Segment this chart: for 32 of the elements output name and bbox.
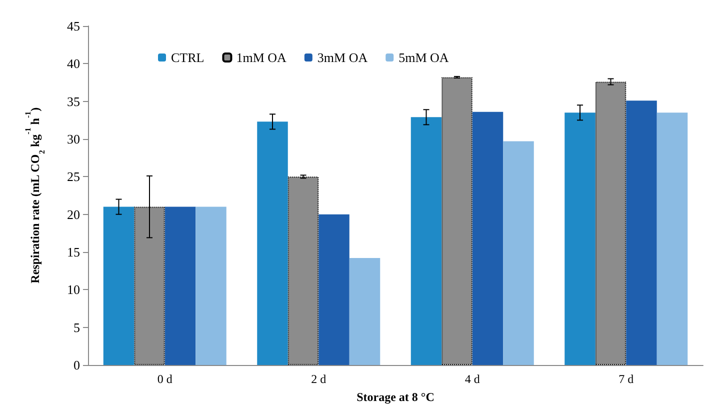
bar <box>503 141 534 365</box>
y-tick-label: 0 <box>74 358 80 372</box>
bar <box>164 206 196 365</box>
bar <box>564 112 596 365</box>
bar <box>196 206 226 365</box>
y-tick-label: 40 <box>67 56 80 72</box>
bar <box>103 206 134 365</box>
y-tick-label: 10 <box>67 282 80 298</box>
y-tick-label: 30 <box>67 132 80 146</box>
y-axis-title: Respiration rate (mL CO2 kg-1 h-1) <box>24 107 46 284</box>
bar <box>349 258 380 365</box>
bar <box>410 117 442 365</box>
y-tick-label: 35 <box>67 94 80 109</box>
x-tick-label: 4 d <box>464 372 480 386</box>
y-tick-label: 20 <box>67 206 80 222</box>
y-tick-label: 5 <box>74 320 80 335</box>
legend-label: CTRL <box>171 50 204 65</box>
legend-label: 3mM OA <box>317 50 368 65</box>
bar <box>656 112 688 365</box>
bar <box>257 122 288 365</box>
x-tick-label: 2 d <box>311 372 326 386</box>
legend-label: 5mM OA <box>398 50 450 65</box>
y-tick-label: 45 <box>67 18 80 34</box>
legend-label: 1mM OA <box>236 50 288 65</box>
bar <box>472 112 504 365</box>
y-tick-label: 25 <box>67 169 80 184</box>
x-tick-label: 7 d <box>618 372 634 386</box>
y-tick-label: 15 <box>67 244 80 260</box>
x-axis-title: Storage at 8 °C <box>356 390 434 404</box>
bar <box>626 100 657 365</box>
bar <box>318 214 350 365</box>
x-tick-label: 0 d <box>157 372 172 386</box>
